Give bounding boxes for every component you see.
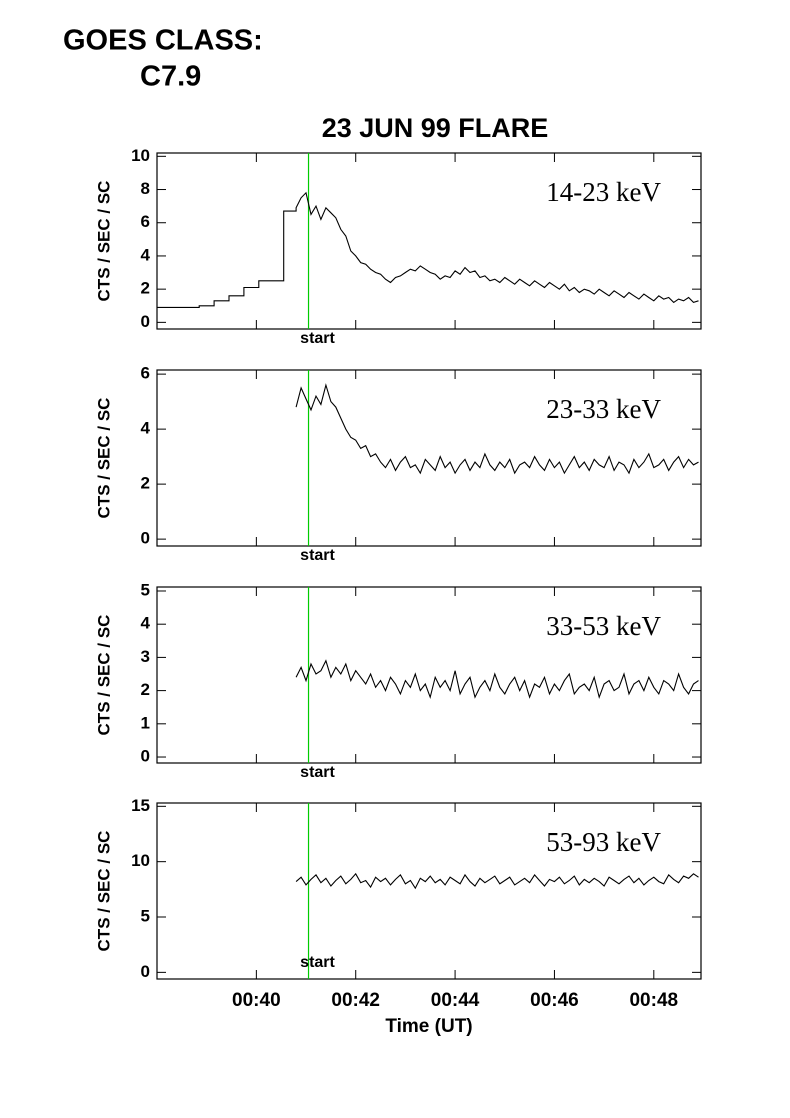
x-tick-label: 00:48 (629, 990, 678, 1011)
header-line: GOES CLASS: (63, 25, 263, 57)
x-tick-label: 00:46 (530, 990, 579, 1011)
y-tick-label: 4 (141, 245, 151, 264)
y-tick-label: 2 (141, 279, 150, 298)
plot-frame (156, 586, 702, 764)
band-label: 53-93 keV (546, 827, 661, 857)
start-label: start (300, 954, 335, 971)
y-axis-label: CTS / SEC / SC (94, 615, 113, 736)
y-axis-label: CTS / SEC / SC (94, 181, 113, 302)
x-tick-label: 00:40 (232, 990, 281, 1011)
y-tick-label: 0 (141, 312, 150, 331)
y-axis-label: CTS / SEC / SC (94, 398, 113, 519)
y-tick-label: 10 (131, 146, 150, 165)
band-label: 33-53 keV (546, 611, 661, 641)
y-tick-label: 2 (141, 474, 150, 493)
y-tick-label: 6 (141, 212, 150, 231)
band-label: 14-23 keV (546, 177, 661, 207)
y-tick-label: 5 (141, 906, 150, 925)
y-tick-label: 2 (141, 680, 150, 699)
y-tick-label: 6 (141, 364, 150, 383)
y-tick-label: 4 (141, 419, 151, 438)
data-line (157, 191, 699, 308)
y-tick-label: 3 (141, 647, 150, 666)
y-tick-label: 10 (131, 851, 150, 870)
y-tick-label: 4 (141, 614, 151, 633)
header-line: C7.9 (140, 61, 201, 93)
x-tick-label: 00:42 (331, 990, 380, 1011)
x-axis-label: Time (UT) (385, 1016, 472, 1037)
y-tick-label: 8 (141, 179, 150, 198)
start-label: start (300, 330, 335, 347)
y-tick-label: 0 (141, 747, 150, 766)
y-tick-label: 0 (141, 962, 150, 981)
start-label: start (300, 764, 335, 781)
start-label: start (300, 547, 335, 564)
plot-frame (156, 152, 702, 330)
band-label: 23-33 keV (546, 394, 661, 424)
chart-title: 23 JUN 99 FLARE (322, 113, 549, 143)
y-tick-label: 5 (141, 580, 150, 599)
data-line (295, 872, 699, 890)
y-tick-label: 1 (141, 713, 150, 732)
data-line (295, 659, 699, 700)
y-tick-label: 0 (141, 529, 150, 548)
data-line (295, 383, 699, 475)
y-axis-label: CTS / SEC / SC (94, 831, 113, 952)
plot-frame (156, 802, 702, 980)
plot-frame (156, 369, 702, 547)
x-tick-label: 00:44 (431, 990, 480, 1011)
y-tick-label: 15 (131, 796, 150, 815)
